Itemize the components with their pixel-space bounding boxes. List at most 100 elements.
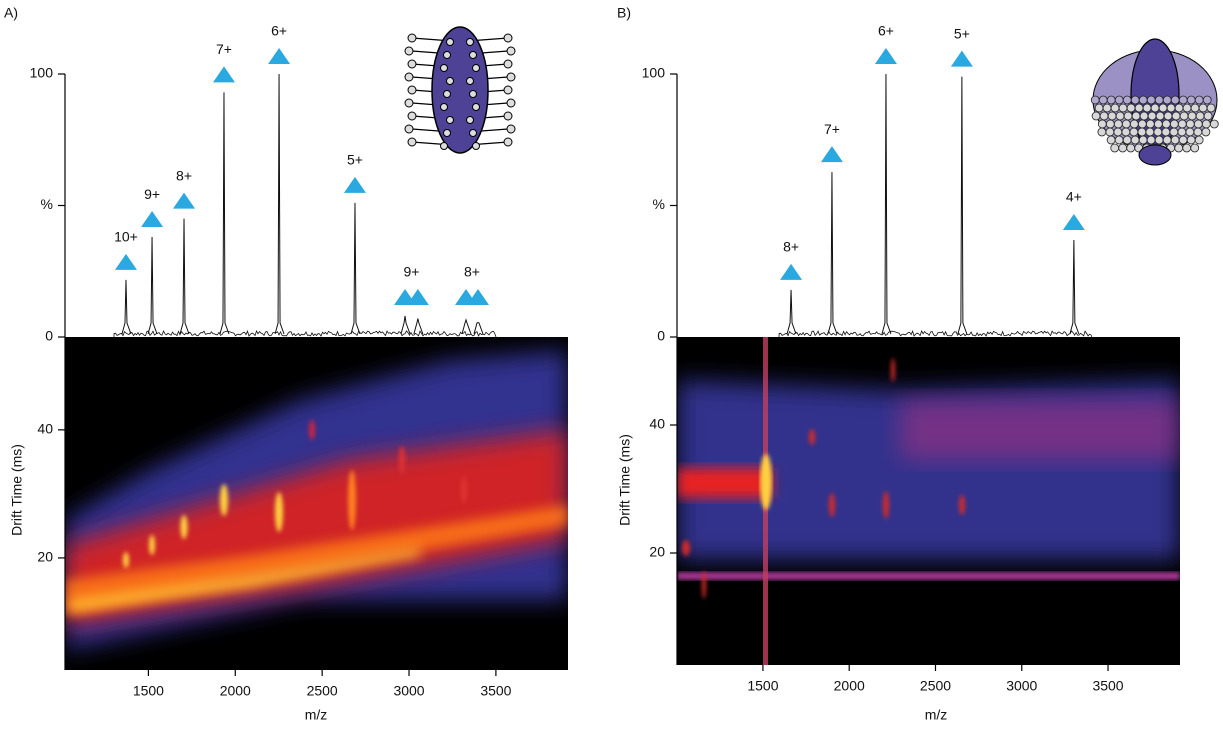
lipid bbox=[1121, 127, 1131, 137]
lipid-head bbox=[440, 103, 448, 111]
lipid bbox=[1201, 127, 1211, 137]
y-tick-label: % bbox=[41, 196, 53, 212]
y-tick-label: 40 bbox=[37, 421, 53, 437]
lipid bbox=[1198, 103, 1208, 113]
lipid bbox=[1190, 103, 1200, 113]
lipid-head bbox=[440, 142, 448, 150]
lipid bbox=[1126, 103, 1136, 113]
peak-marker bbox=[406, 289, 429, 305]
charge-label: 8+ bbox=[176, 167, 192, 183]
lipid bbox=[1186, 95, 1196, 105]
lipid-head bbox=[404, 124, 414, 134]
lipid-head bbox=[466, 116, 474, 124]
lipid bbox=[1194, 135, 1204, 145]
lipid bbox=[1161, 127, 1171, 137]
peak-marker bbox=[173, 192, 196, 209]
y-tick-label: 0 bbox=[45, 328, 53, 344]
lipid bbox=[1179, 111, 1189, 121]
lipid bbox=[1195, 111, 1205, 121]
lipid bbox=[1174, 143, 1184, 153]
lipid bbox=[1206, 103, 1216, 113]
lipid-head bbox=[506, 46, 516, 56]
lipid bbox=[1106, 135, 1116, 145]
peak bbox=[957, 76, 968, 335]
lipid bbox=[1110, 103, 1120, 113]
charge-label: 6+ bbox=[271, 23, 287, 39]
lipid-head bbox=[446, 77, 454, 85]
charge-label: 7+ bbox=[216, 41, 232, 57]
lipid bbox=[1185, 127, 1195, 137]
lipid-head bbox=[407, 111, 417, 121]
lipid bbox=[1187, 111, 1197, 121]
lipid bbox=[1142, 103, 1152, 113]
peak-marker bbox=[950, 50, 973, 67]
lipid-head bbox=[443, 90, 451, 98]
peak bbox=[881, 73, 892, 335]
lipid bbox=[1098, 95, 1108, 105]
peak bbox=[274, 73, 285, 335]
peak-marker bbox=[141, 211, 164, 228]
x-axis-label: m/z bbox=[305, 707, 328, 723]
peak bbox=[400, 315, 411, 335]
lipid bbox=[1185, 119, 1195, 129]
lipid-head bbox=[469, 129, 477, 137]
lipid bbox=[1177, 127, 1187, 137]
lipid bbox=[1158, 103, 1168, 113]
lipid bbox=[1153, 119, 1163, 129]
peak-marker bbox=[874, 48, 897, 64]
lipid bbox=[1113, 127, 1123, 137]
lipid bbox=[1113, 119, 1123, 129]
lipid bbox=[1110, 143, 1120, 153]
baseline-noise bbox=[113, 330, 497, 338]
peak-marker bbox=[820, 146, 843, 163]
peak bbox=[1069, 239, 1080, 335]
lipid bbox=[1129, 119, 1139, 129]
lipid-head bbox=[407, 137, 417, 147]
peak-marker bbox=[268, 48, 291, 64]
lipid-head bbox=[472, 142, 480, 150]
lipid-head bbox=[506, 124, 516, 134]
lipid bbox=[1129, 127, 1139, 137]
panel-label: B) bbox=[617, 5, 631, 21]
heatmap-b bbox=[677, 337, 1180, 665]
peak-marker bbox=[466, 289, 489, 305]
lipid bbox=[1162, 135, 1172, 145]
lipid bbox=[1094, 103, 1104, 113]
lipid bbox=[1201, 119, 1211, 129]
charge-label: 8+ bbox=[464, 264, 480, 280]
lipid-head bbox=[466, 38, 474, 46]
lipid-head bbox=[407, 85, 417, 95]
lipid bbox=[1170, 135, 1180, 145]
lipid bbox=[1123, 111, 1133, 121]
peak bbox=[413, 318, 424, 335]
lipid-head bbox=[466, 77, 474, 85]
x-tick-label: 1500 bbox=[747, 678, 778, 694]
lipid-head bbox=[506, 98, 516, 108]
lipid bbox=[1177, 119, 1187, 129]
lipid bbox=[1178, 95, 1188, 105]
lipid-head bbox=[440, 64, 448, 72]
protein bbox=[431, 26, 489, 154]
lipid-head bbox=[446, 38, 454, 46]
lipid bbox=[1114, 95, 1124, 105]
lipid-head bbox=[407, 59, 417, 69]
lipid bbox=[1105, 127, 1115, 137]
x-tick-label: 3500 bbox=[1092, 678, 1123, 694]
lipid-head bbox=[404, 98, 414, 108]
lipid-head bbox=[503, 33, 513, 43]
lipid bbox=[1130, 135, 1140, 145]
charge-label: 7+ bbox=[824, 121, 840, 137]
lipid bbox=[1118, 103, 1128, 113]
lipid-head bbox=[503, 111, 513, 121]
charge-label: 5+ bbox=[347, 152, 363, 168]
lipid bbox=[1174, 103, 1184, 113]
lipid bbox=[1114, 135, 1124, 145]
y-tick-label: 0 bbox=[657, 328, 665, 344]
lipid bbox=[1171, 111, 1181, 121]
lipid bbox=[1169, 127, 1179, 137]
lipid bbox=[1163, 111, 1173, 121]
lipid bbox=[1115, 111, 1125, 121]
micelle-icon bbox=[404, 26, 516, 154]
lipid bbox=[1193, 127, 1203, 137]
lipid-head bbox=[503, 137, 513, 147]
